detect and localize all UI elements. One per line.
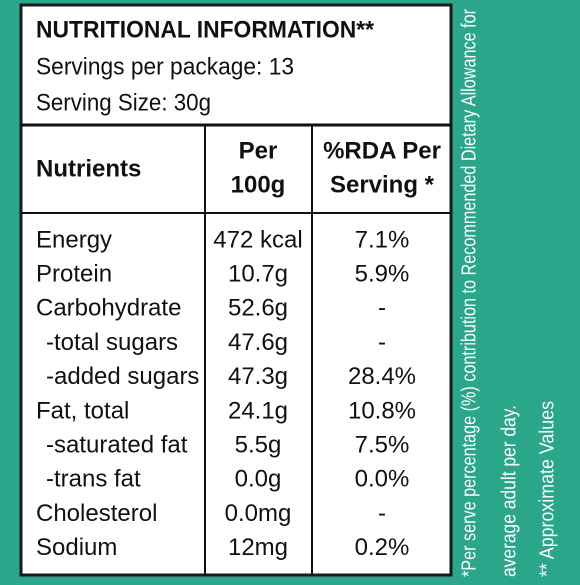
cell: 10.8% bbox=[348, 397, 416, 424]
cell: - bbox=[378, 500, 386, 527]
cell: 52.6g bbox=[228, 295, 288, 322]
cell: 7.1% bbox=[355, 226, 410, 253]
cell: - bbox=[378, 295, 386, 322]
footnote: average adult per day. bbox=[498, 405, 520, 577]
cell: 10.7g bbox=[228, 261, 288, 288]
cell: 0.2% bbox=[355, 534, 410, 561]
cell: 0.0mg bbox=[225, 500, 292, 527]
column-header: Per bbox=[239, 137, 278, 164]
cell: 12mg bbox=[228, 534, 288, 561]
panel bbox=[19, 3, 453, 577]
servings: Servings per package: 13 bbox=[36, 53, 294, 80]
cell: 5.9% bbox=[355, 261, 410, 288]
serving-size: Serving Size: 30g bbox=[36, 89, 211, 116]
column-header: Nutrients bbox=[36, 155, 141, 182]
cell: 5.5g bbox=[235, 432, 282, 459]
footnote: ** Approximate Values bbox=[536, 401, 558, 577]
cell: 47.3g bbox=[228, 363, 288, 390]
cell: Carbohydrate bbox=[36, 295, 181, 322]
column-header: Serving * bbox=[330, 171, 435, 198]
cell: Protein bbox=[36, 261, 112, 288]
cell: 472 kcal bbox=[213, 226, 302, 253]
cell: 0.0g bbox=[235, 466, 282, 493]
cell: -added sugars bbox=[46, 363, 199, 390]
title: NUTRITIONAL INFORMATION** bbox=[36, 16, 375, 43]
cell: 24.1g bbox=[228, 397, 288, 424]
cell: 7.5% bbox=[355, 432, 410, 459]
column-header: %RDA Per bbox=[323, 137, 441, 164]
cell: -saturated fat bbox=[46, 432, 188, 459]
cell: Sodium bbox=[36, 534, 117, 561]
cell: Fat, total bbox=[36, 397, 129, 424]
footnote: *Per serve percentage (%) contribution t… bbox=[458, 9, 480, 577]
cell: Cholesterol bbox=[36, 500, 157, 527]
cell: 28.4% bbox=[348, 363, 416, 390]
cell: -trans fat bbox=[46, 466, 141, 493]
cell: 0.0% bbox=[355, 466, 410, 493]
cell: -total sugars bbox=[46, 329, 178, 356]
cell: - bbox=[378, 329, 386, 356]
cell: Energy bbox=[36, 226, 112, 253]
footnotes: *Per serve percentage (%) contribution t… bbox=[458, 9, 558, 577]
cell: 47.6g bbox=[228, 329, 288, 356]
column-header: 100g bbox=[231, 171, 286, 198]
